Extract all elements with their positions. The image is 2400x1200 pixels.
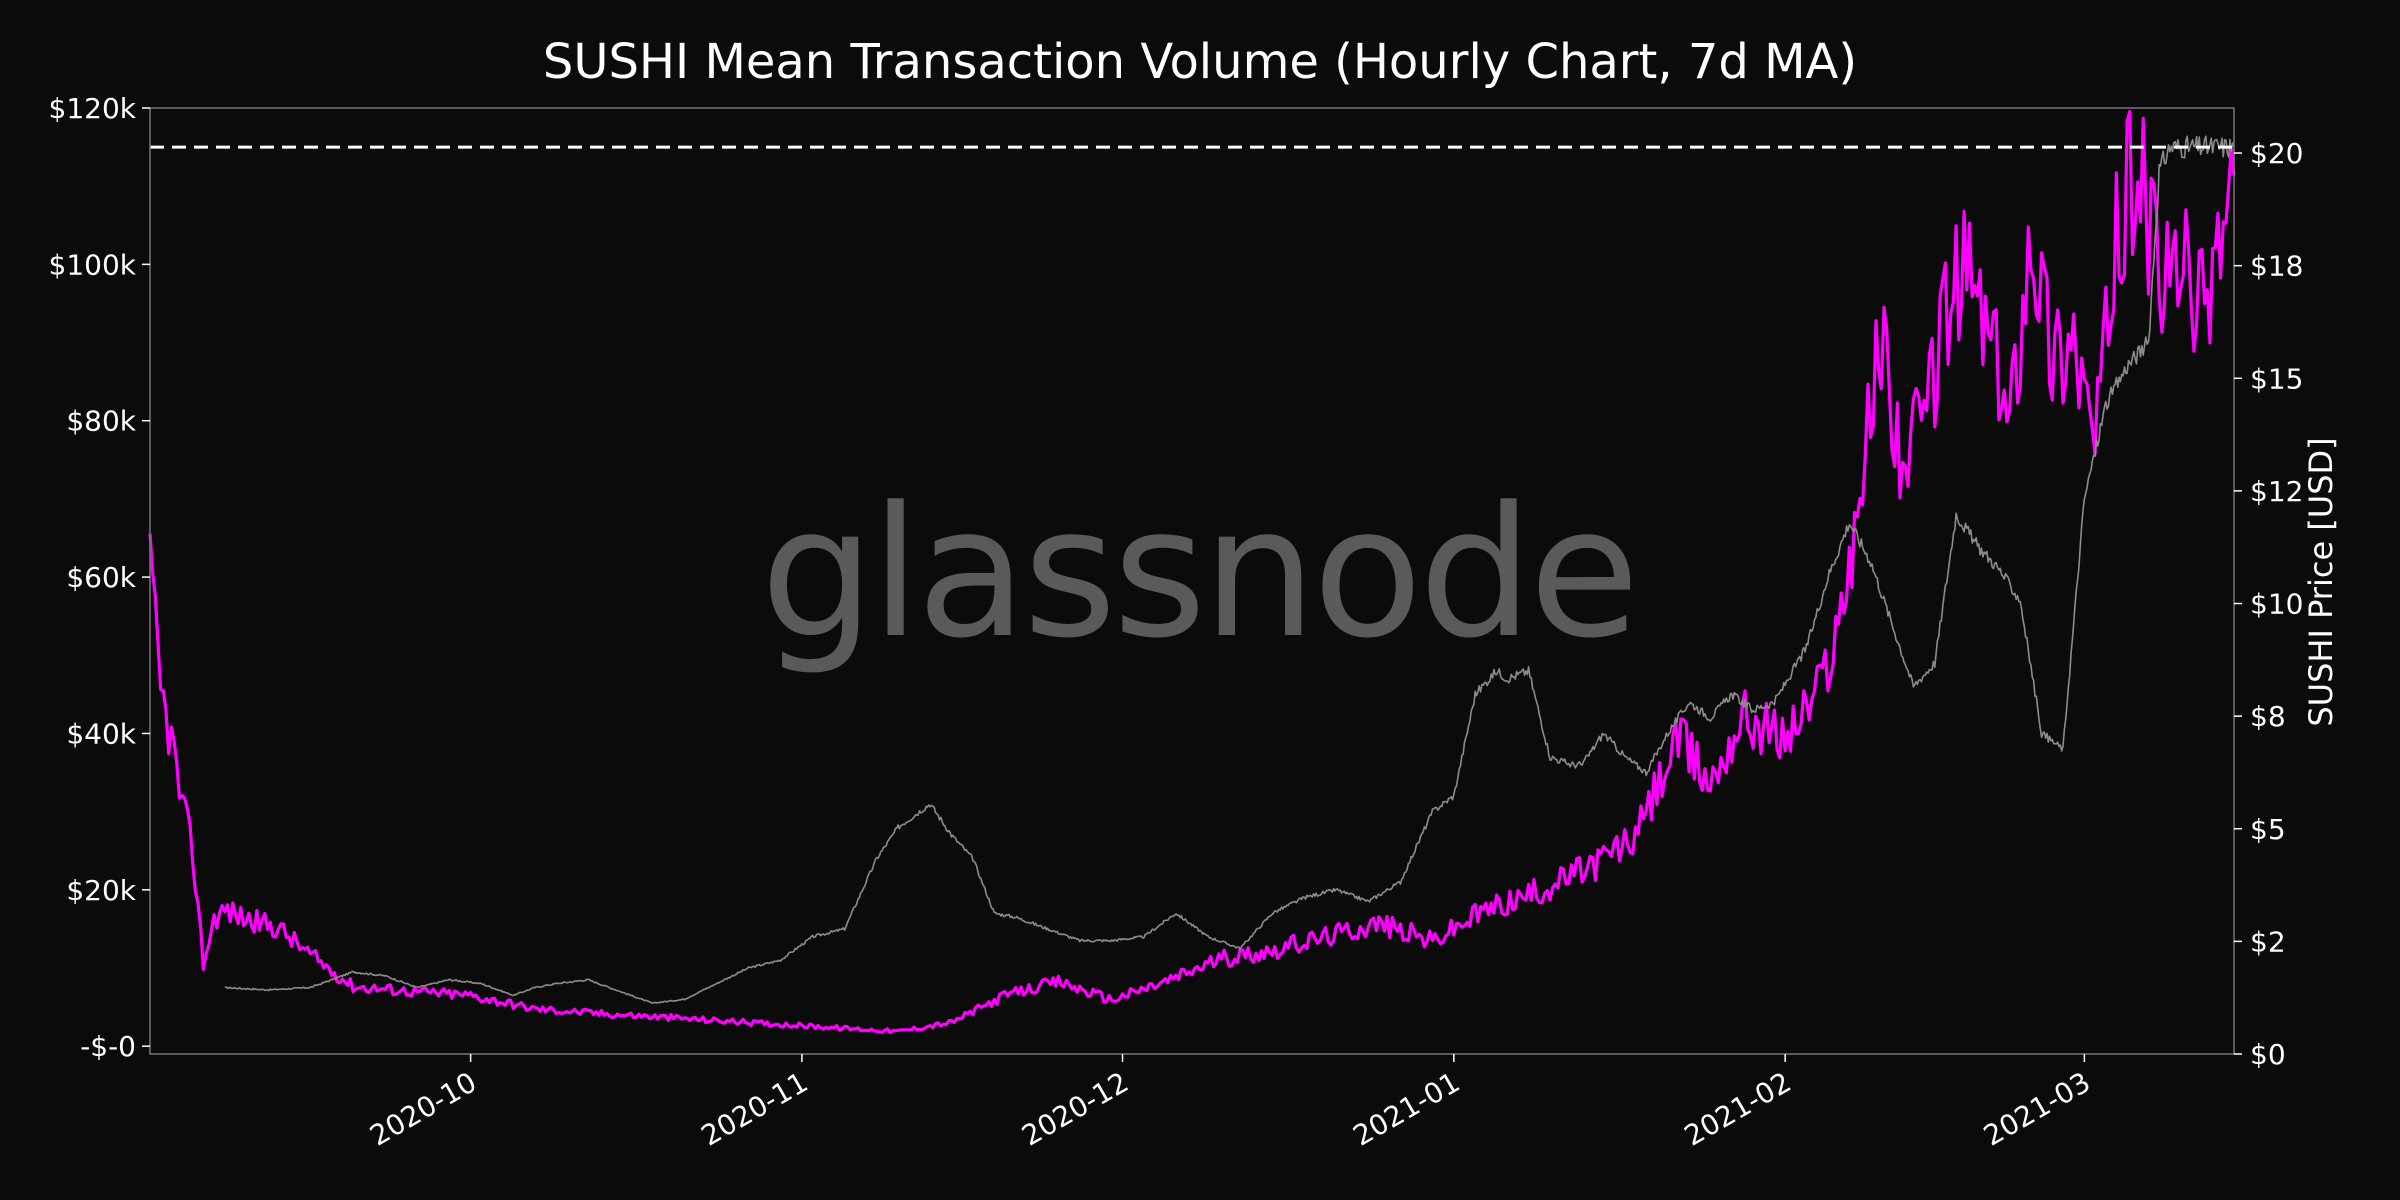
right-tick-label: $18 (2250, 250, 2303, 283)
left-tick-label: $20k (66, 874, 136, 907)
right-axis-label: SUSHI Price [USD] (2302, 437, 2340, 726)
left-axis: -$-0 $20k $40k $60k $80k $100k $120k (49, 92, 150, 1063)
left-tick-label: $120k (49, 92, 137, 125)
right-tick-label: $0 (2250, 1038, 2286, 1071)
left-tick-label: $80k (66, 405, 136, 438)
plot-frame (149, 107, 2235, 1055)
series-layer (148, 110, 2236, 1035)
right-tick-label: $2 (2250, 925, 2286, 958)
watermark: glassnode (760, 469, 1635, 678)
left-tick-label: $60k (66, 561, 136, 594)
left-tick-label: -$-0 (80, 1030, 136, 1063)
price-line (224, 135, 2235, 1004)
right-tick-label: $12 (2250, 475, 2303, 508)
volume-line (148, 110, 2236, 1035)
right-tick-label: $15 (2250, 362, 2303, 395)
chart-title: SUSHI Mean Transaction Volume (Hourly Ch… (543, 34, 1857, 90)
right-axis: $0 $2 $5 $8 $10 $12 $15 $18 $20 (2234, 137, 2303, 1071)
right-tick-label: $20 (2250, 137, 2303, 170)
left-tick-label: $40k (66, 717, 136, 750)
right-tick-label: $10 (2250, 588, 2303, 621)
right-tick-label: $5 (2250, 813, 2286, 846)
left-tick-label: $100k (49, 248, 137, 281)
right-tick-label: $8 (2250, 700, 2286, 733)
